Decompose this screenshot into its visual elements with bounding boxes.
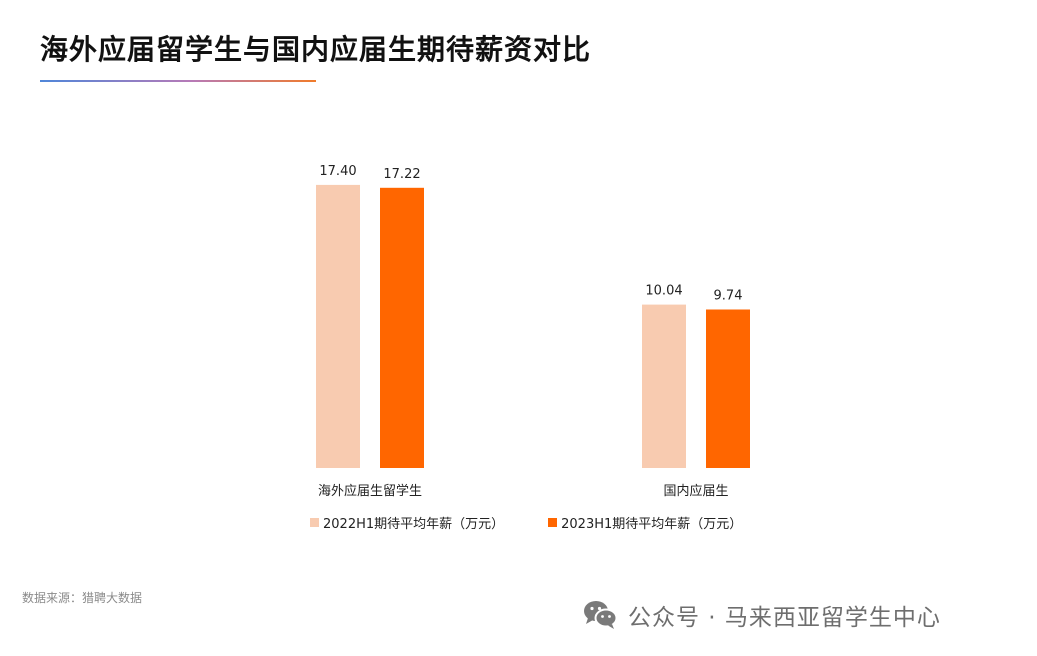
bar-0-0 <box>316 184 360 468</box>
watermark: 公众号 · 马来西亚留学生中心 <box>582 598 941 632</box>
wechat-icon <box>584 601 618 629</box>
data-label-0-0: 17.40 <box>319 164 356 179</box>
data-source-note: 数据来源：猎聘大数据 <box>22 591 143 605</box>
legend-item-2023: 2023H1期待平均年薪（万元） <box>548 513 742 532</box>
data-label-1-1: 9.74 <box>714 289 743 304</box>
page-title: 海外应届留学生与国内应届生期待薪资对比 <box>40 33 592 66</box>
title-underline <box>40 80 316 82</box>
bar-1-0 <box>642 304 686 468</box>
category-label-0: 海外应届生留学生 <box>318 483 422 499</box>
bar-0-1 <box>380 187 424 469</box>
bar-1-1 <box>706 309 750 468</box>
legend: 2022H1期待平均年薪（万元） 2023H1期待平均年薪（万元） <box>310 513 786 532</box>
watermark-text: 公众号 · 马来西亚留学生中心 <box>628 605 941 631</box>
category-label-1: 国内应届生 <box>663 483 728 499</box>
data-label-1-0: 10.04 <box>645 284 682 299</box>
legend-item-2022: 2022H1期待平均年薪（万元） <box>310 513 504 532</box>
legend-swatch-2022 <box>310 518 319 527</box>
legend-label-2023: 2023H1期待平均年薪（万元） <box>561 517 743 532</box>
data-label-0-1: 17.22 <box>383 167 420 182</box>
legend-label-2022: 2022H1期待平均年薪（万元） <box>323 517 505 532</box>
legend-swatch-2023 <box>548 518 558 527</box>
